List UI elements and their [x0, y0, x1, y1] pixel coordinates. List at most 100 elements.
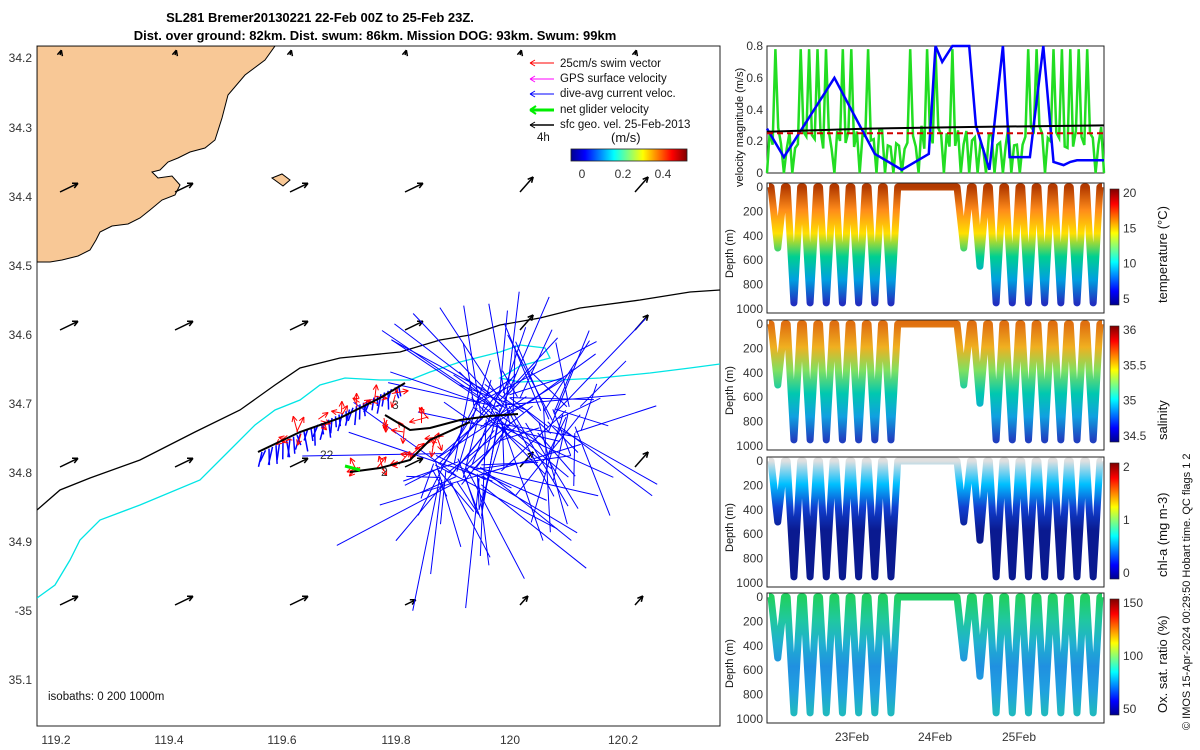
date-tick: 24Feb	[918, 730, 952, 744]
swim-vector	[341, 405, 348, 415]
current-vector	[479, 466, 572, 541]
current-vector	[552, 414, 569, 481]
current-vector	[480, 407, 501, 516]
current-vector	[344, 409, 351, 426]
current-vector	[573, 433, 576, 487]
swim-vector	[437, 438, 443, 452]
current-vector	[552, 425, 658, 485]
glider-track	[257, 382, 519, 473]
depth-ytick: 200	[743, 614, 763, 628]
current-vector	[538, 421, 568, 525]
current-vector	[498, 337, 558, 402]
lon-tick: 120.2	[608, 733, 638, 747]
current-vector	[555, 342, 570, 407]
track-marker-3: 3	[392, 398, 399, 412]
legend-item: dive-avg current veloc.	[529, 88, 676, 100]
depth-panel-salinity: 0 200 400 600 800 1000 Depth (m) 36 35.5 35 34.5 sa…	[724, 317, 1170, 453]
current-vector	[462, 343, 475, 405]
depth-ytick: 1000	[736, 712, 763, 726]
geo-velocity-arrow	[174, 457, 194, 468]
legend-geo-label: sfc geo. vel. 25-Feb-2013	[560, 119, 690, 131]
legend-item: net glider velocity	[529, 104, 649, 116]
current-vector	[481, 475, 578, 534]
dive-profile	[767, 457, 1104, 581]
depth-ytick: 0	[756, 317, 763, 331]
swim-vector	[391, 427, 404, 434]
current-vector	[451, 412, 503, 475]
legend-item: sfc geo. vel. 25-Feb-2013	[529, 119, 690, 131]
swim-vector	[296, 416, 305, 433]
depth-colorbar	[1109, 462, 1120, 580]
current-vector	[462, 420, 478, 478]
swim-vector	[390, 394, 397, 408]
depth-ytick: 800	[743, 278, 763, 292]
colorbar-tick: 0.4	[655, 167, 672, 181]
colorbar-tick: 1	[1123, 513, 1130, 527]
dive-profile	[767, 320, 1104, 444]
dive-profile	[767, 183, 1104, 307]
depth-ytick: 400	[743, 503, 763, 517]
depth-ylabel: Depth (m)	[724, 366, 736, 415]
lat-tick: 34.8	[9, 466, 33, 480]
isobaths-label: isobaths: 0 200 1000m	[48, 691, 164, 703]
depth-ylabel: Depth (m)	[724, 229, 736, 278]
geo-velocity-arrow	[289, 182, 309, 193]
current-vector	[463, 305, 482, 416]
depth-ytick: 0	[756, 590, 763, 604]
current-vector	[554, 408, 609, 427]
depth-ytick: 1000	[736, 302, 763, 316]
current-vector	[530, 414, 564, 523]
current-vector	[276, 443, 281, 461]
current-vector	[391, 339, 491, 394]
colorbar-tick: 15	[1123, 221, 1137, 235]
current-vector	[507, 334, 553, 421]
colorbar-tick: 10	[1123, 257, 1137, 271]
current-vector	[438, 469, 475, 513]
depth-ylabel: Depth (m)	[724, 503, 736, 552]
current-vector	[509, 377, 563, 396]
colorbar-tick: 100	[1123, 649, 1143, 663]
lon-tick: 119.8	[381, 733, 410, 747]
current-vector	[503, 323, 542, 412]
current-vector	[420, 476, 457, 494]
geo-velocity-arrow	[59, 182, 79, 193]
current-vector	[453, 374, 481, 394]
depth-ytick: 200	[743, 204, 763, 218]
current-vector	[303, 429, 309, 441]
swim-vector	[400, 425, 407, 444]
depth-ytick: 0	[756, 180, 763, 194]
current-vector	[465, 467, 525, 579]
current-vector	[363, 400, 368, 413]
swim-vector	[418, 407, 429, 420]
current-vector	[430, 479, 443, 575]
map-lon-ticks: 119.2 119.4 119.6 119.8 120 120.2	[41, 733, 638, 747]
current-vector	[417, 393, 482, 516]
figure-title-line1: SL281 Bremer20130221 22-Feb 00Z to 25-Fe…	[166, 10, 474, 25]
velocity-series-0	[765, 44, 1104, 172]
current-vector	[501, 410, 567, 472]
geo-velocity-arrow	[174, 182, 194, 193]
lat-tick: 34.9	[9, 535, 33, 549]
swim-vector	[291, 415, 298, 433]
current-vector	[453, 384, 471, 463]
current-vector	[461, 430, 506, 485]
swim-vector	[382, 417, 389, 431]
current-vector	[465, 478, 480, 609]
geo-velocity-arrow	[401, 49, 409, 57]
current-vector	[336, 483, 454, 546]
depth-ytick: 200	[743, 478, 763, 492]
swim-vector	[352, 397, 360, 404]
current-vector	[287, 438, 291, 458]
current-vector	[553, 368, 573, 414]
legend-current-label: dive-avg current veloc.	[560, 88, 676, 100]
vel-ytick: 0.6	[746, 71, 763, 85]
geo-velocity-arrow	[634, 176, 649, 193]
colorbar-tick: 0.2	[615, 167, 632, 181]
date-tick: 23Feb	[835, 730, 869, 744]
current-vector	[456, 359, 491, 472]
current-vector	[552, 409, 572, 456]
colorbar-tick: 150	[1123, 596, 1143, 610]
current-vector	[485, 473, 547, 501]
current-vector	[436, 421, 493, 459]
